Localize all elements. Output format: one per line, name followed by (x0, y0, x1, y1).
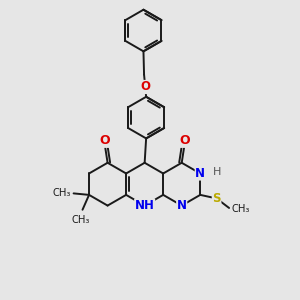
Text: N: N (195, 167, 205, 180)
Text: O: O (100, 134, 110, 147)
Text: NH: NH (135, 199, 155, 212)
Text: CH₃: CH₃ (53, 188, 71, 198)
Text: O: O (179, 134, 190, 147)
Text: H: H (213, 167, 221, 177)
Text: CH₃: CH₃ (72, 215, 90, 225)
Text: S: S (212, 192, 221, 205)
Text: O: O (140, 80, 150, 94)
Text: N: N (177, 199, 187, 212)
Text: CH₃: CH₃ (232, 204, 250, 214)
